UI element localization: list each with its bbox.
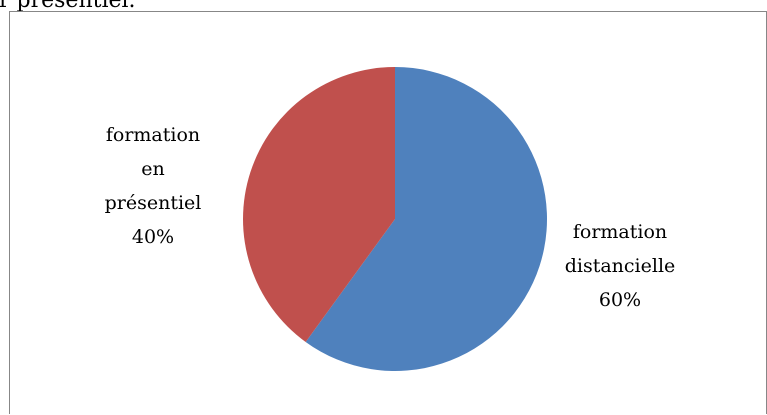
pie-slice-1	[305, 67, 548, 371]
pie-slices	[243, 67, 548, 371]
pie-slice-label-line: formation	[106, 124, 200, 146]
pie-slice-label-line: en	[141, 158, 164, 180]
pie-slice-label-1: formation distancielle 60%	[565, 221, 676, 311]
pie-slice-label-line: présentiel	[105, 192, 202, 214]
pie-slice-label-2: formation en présentiel 40%	[105, 124, 202, 248]
pie-slice-label-line: formation	[573, 221, 667, 243]
chart-frame: formation distancielle 60% formation en prése…	[9, 11, 767, 414]
pie-slice-label-line: 60%	[599, 289, 641, 311]
pie-slice-label-line: distancielle	[565, 255, 676, 277]
pie-slice-2	[243, 67, 395, 342]
header-text-fragment: r présentiel.	[0, 0, 136, 13]
pie-slice-label-line: 40%	[132, 226, 174, 248]
pie-labels: formation distancielle 60% formation en prése…	[105, 124, 676, 311]
pie-chart: formation distancielle 60% formation en prése…	[105, 67, 676, 371]
